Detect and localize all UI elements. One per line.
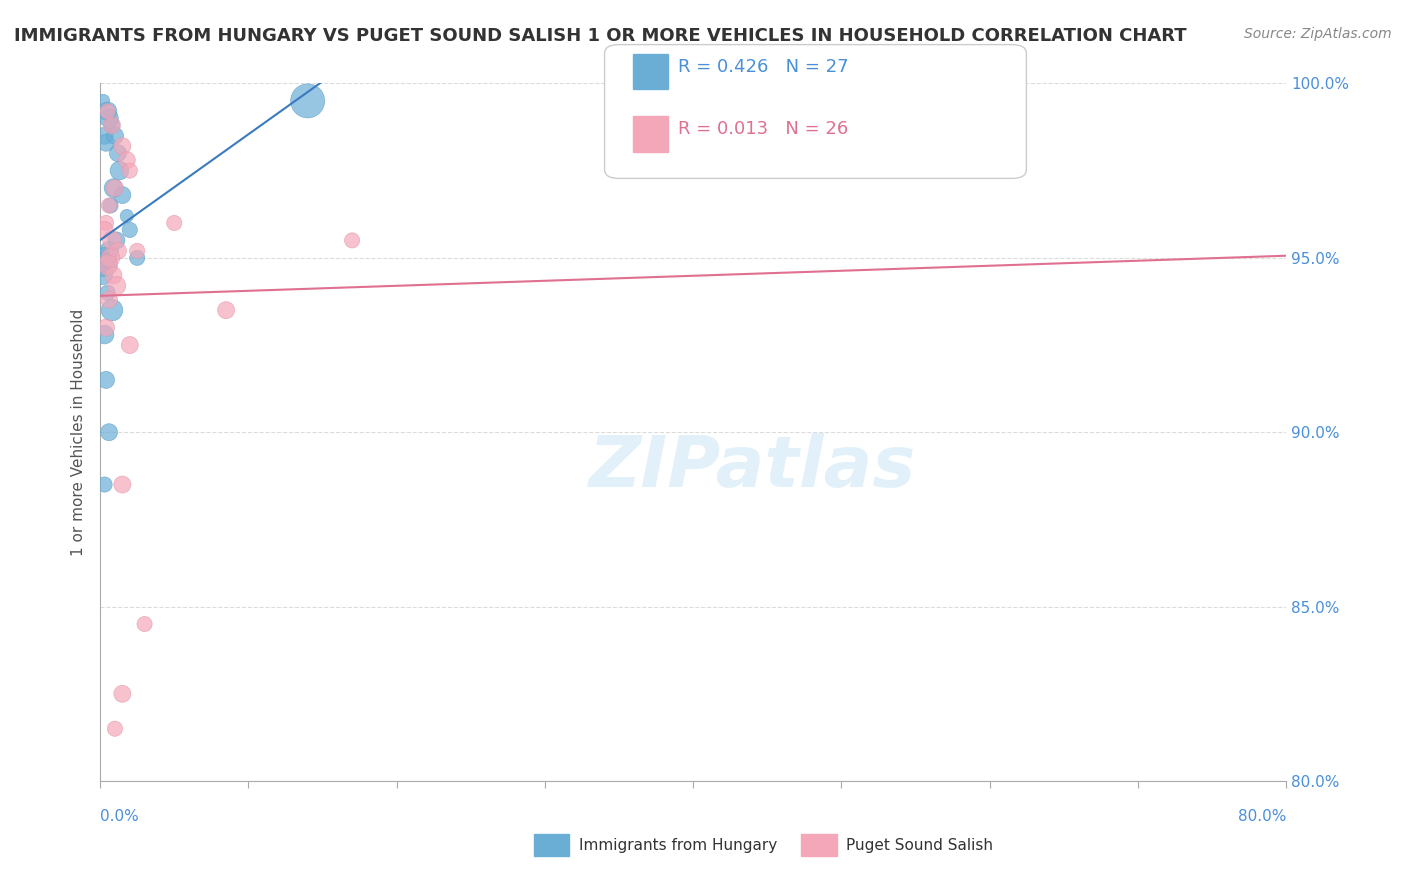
Point	[115, 153, 138, 168]
Text: Source: ZipAtlas.com: Source: ZipAtlas.com	[1244, 27, 1392, 41]
Point	[100, 198, 122, 212]
Point	[101, 303, 124, 318]
Point	[297, 94, 319, 108]
Point	[103, 268, 125, 283]
Point	[98, 112, 121, 126]
Point	[96, 258, 118, 272]
Point	[93, 223, 115, 237]
Point	[134, 617, 156, 632]
Text: R = 0.013   N = 26: R = 0.013 N = 26	[678, 120, 848, 138]
Point	[111, 188, 134, 202]
Point	[107, 244, 129, 258]
Text: 0.0%: 0.0%	[100, 809, 139, 824]
Point	[94, 320, 117, 334]
Point	[96, 104, 118, 119]
Point	[96, 285, 118, 300]
Point	[104, 128, 127, 143]
Point	[108, 163, 131, 178]
Point	[98, 198, 121, 212]
Text: ZIPatlas: ZIPatlas	[589, 433, 917, 501]
Text: 80.0%: 80.0%	[1237, 809, 1286, 824]
Point	[111, 477, 134, 491]
Point	[127, 251, 149, 265]
Point	[105, 278, 128, 293]
Point	[93, 128, 115, 143]
Point	[101, 233, 124, 247]
Point	[94, 251, 117, 265]
Text: IMMIGRANTS FROM HUNGARY VS PUGET SOUND SALISH 1 OR MORE VEHICLES IN HOUSEHOLD CO: IMMIGRANTS FROM HUNGARY VS PUGET SOUND S…	[14, 27, 1187, 45]
Point	[118, 163, 141, 178]
Point	[96, 104, 118, 119]
Point	[118, 223, 141, 237]
Text: R = 0.426   N = 27: R = 0.426 N = 27	[678, 58, 848, 76]
Y-axis label: 1 or more Vehicles in Household: 1 or more Vehicles in Household	[72, 309, 86, 556]
Point	[163, 216, 186, 230]
Point	[105, 233, 128, 247]
Point	[111, 687, 134, 701]
Point	[94, 373, 117, 387]
Point	[104, 722, 127, 736]
Point	[94, 136, 117, 150]
Point	[111, 139, 134, 153]
Point	[127, 244, 149, 258]
Point	[98, 425, 121, 440]
Point	[98, 244, 121, 258]
Point	[340, 233, 363, 247]
Text: Immigrants from Hungary: Immigrants from Hungary	[579, 838, 778, 853]
Point	[101, 118, 124, 132]
Point	[107, 146, 129, 161]
Point	[100, 251, 122, 265]
Point	[98, 293, 121, 307]
Point	[93, 477, 115, 491]
Point	[94, 216, 117, 230]
Point	[103, 181, 125, 195]
Point	[104, 181, 127, 195]
Point	[91, 94, 114, 108]
Point	[91, 268, 114, 283]
Point	[215, 303, 238, 318]
Point	[93, 327, 115, 342]
Point	[115, 209, 138, 223]
Point	[93, 258, 115, 272]
Point	[101, 118, 124, 132]
Point	[118, 338, 141, 352]
Text: Puget Sound Salish: Puget Sound Salish	[846, 838, 994, 853]
